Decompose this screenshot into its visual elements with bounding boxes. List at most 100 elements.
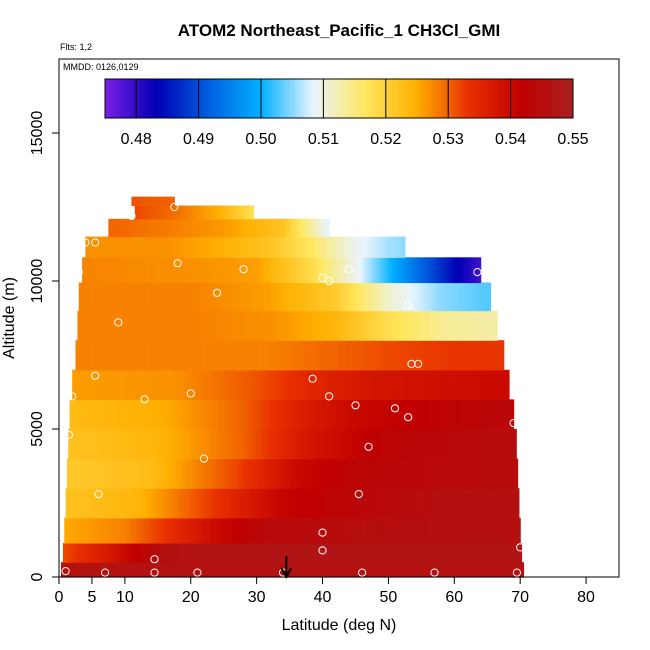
heatmap-cell: [427, 282, 432, 312]
heatmap-cell: [106, 458, 111, 489]
heatmap-cell: [468, 399, 473, 430]
colorbar-segment: [526, 79, 530, 118]
heatmap-cell: [221, 399, 225, 430]
heatmap-cell: [364, 517, 368, 544]
heatmap-cell: [288, 429, 293, 460]
heatmap-cell: [236, 218, 241, 238]
heatmap-cell: [253, 218, 258, 238]
heatmap-cell: [276, 282, 281, 312]
heatmap-cell: [454, 282, 459, 312]
heatmap-cell: [289, 236, 294, 258]
y-tick-label: 5000: [29, 411, 46, 447]
heatmap-cell: [77, 517, 82, 544]
heatmap-cell: [441, 399, 446, 430]
heatmap-cell: [180, 369, 185, 400]
heatmap-cell: [263, 542, 268, 563]
heatmap-cell: [207, 488, 212, 519]
heatmap-cell: [137, 429, 142, 460]
heatmap-cell: [443, 562, 447, 578]
colorbar-segment: [142, 79, 147, 118]
heatmap-cell: [452, 562, 457, 578]
heatmap-cell: [351, 429, 356, 460]
colorbar-segment: [226, 79, 231, 118]
heatmap-cell: [95, 399, 100, 430]
heatmap-cell: [199, 562, 204, 578]
heatmap-cell: [150, 429, 155, 460]
heatmap-cell: [456, 429, 461, 460]
heatmap-cell: [176, 429, 181, 460]
heatmap-cell: [245, 562, 250, 578]
heatmap-cell: [124, 429, 129, 460]
heatmap-cell: [164, 282, 169, 312]
heatmap-cell: [483, 429, 488, 460]
heatmap-cell: [331, 562, 335, 578]
heatmap-cell: [339, 236, 343, 258]
heatmap-cell: [496, 429, 501, 460]
heatmap-cell: [483, 282, 488, 312]
heatmap-cell: [359, 542, 364, 563]
colorbar-tick-label: 0.48: [121, 131, 152, 148]
heatmap-cell: [401, 369, 406, 400]
colorbar-segment: [569, 79, 574, 118]
heatmap-cell: [445, 542, 449, 563]
heatmap-cell: [220, 205, 225, 220]
heatmap-cell: [82, 257, 86, 284]
heatmap-cell: [290, 458, 295, 489]
heatmap-cell: [93, 562, 98, 578]
heatmap-cell: [431, 542, 436, 563]
heatmap-cell: [467, 488, 472, 519]
heatmap-cell: [220, 369, 225, 400]
heatmap-cell: [268, 517, 273, 544]
colorbar-segment: [295, 79, 299, 118]
heatmap-cell: [493, 429, 498, 460]
heatmap-cell: [362, 488, 366, 519]
heatmap-cell: [454, 340, 459, 371]
heatmap-cell: [253, 236, 258, 258]
heatmap-cell: [123, 517, 128, 544]
heatmap-cell: [203, 282, 208, 312]
colorbar-segment: [129, 79, 134, 118]
heatmap-cell: [124, 282, 129, 312]
colorbar-segment: [267, 79, 271, 118]
sample-point: [91, 371, 100, 380]
heatmap-cell: [266, 340, 271, 371]
heatmap-cell: [68, 488, 73, 519]
heatmap-cell: [364, 310, 368, 341]
heatmap-cell: [502, 562, 507, 578]
heatmap-cell: [184, 340, 189, 371]
heatmap-cell: [329, 542, 334, 563]
heatmap-cell: [391, 257, 396, 284]
heatmap-cell: [97, 517, 102, 544]
heatmap-cell: [425, 399, 430, 430]
heatmap-cell: [113, 562, 118, 578]
colorbar-segment: [488, 79, 493, 118]
heatmap-cell: [355, 488, 360, 519]
heatmap-cell: [441, 282, 446, 312]
heatmap-cell: [365, 488, 370, 519]
heatmap-cell: [408, 282, 413, 312]
heatmap-cell: [186, 517, 191, 544]
heatmap-cell: [345, 369, 350, 400]
x-tick-label: 80: [577, 589, 595, 606]
heatmap-cell: [309, 369, 314, 400]
heatmap-cell: [143, 562, 148, 578]
sample-point: [173, 259, 182, 268]
heatmap-cell: [504, 542, 509, 563]
heatmap-cell: [184, 205, 189, 220]
heatmap-cell: [70, 458, 75, 489]
heatmap-cell: [190, 257, 195, 284]
heatmap-cell: [271, 517, 276, 544]
heatmap-cell: [420, 310, 424, 341]
heatmap-cell: [191, 542, 196, 563]
heatmap-cell: [326, 542, 331, 563]
colorbar-segment: [495, 79, 499, 118]
heatmap-cell: [306, 399, 311, 430]
heatmap-cell: [388, 488, 393, 519]
heatmap-cell: [236, 257, 241, 284]
heatmap-cell: [405, 399, 410, 430]
heatmap-cell: [444, 340, 449, 371]
heatmap-cell: [273, 282, 278, 312]
heatmap-cell: [134, 205, 139, 220]
heatmap-cell: [367, 429, 372, 460]
heatmap-cell: [176, 310, 181, 341]
